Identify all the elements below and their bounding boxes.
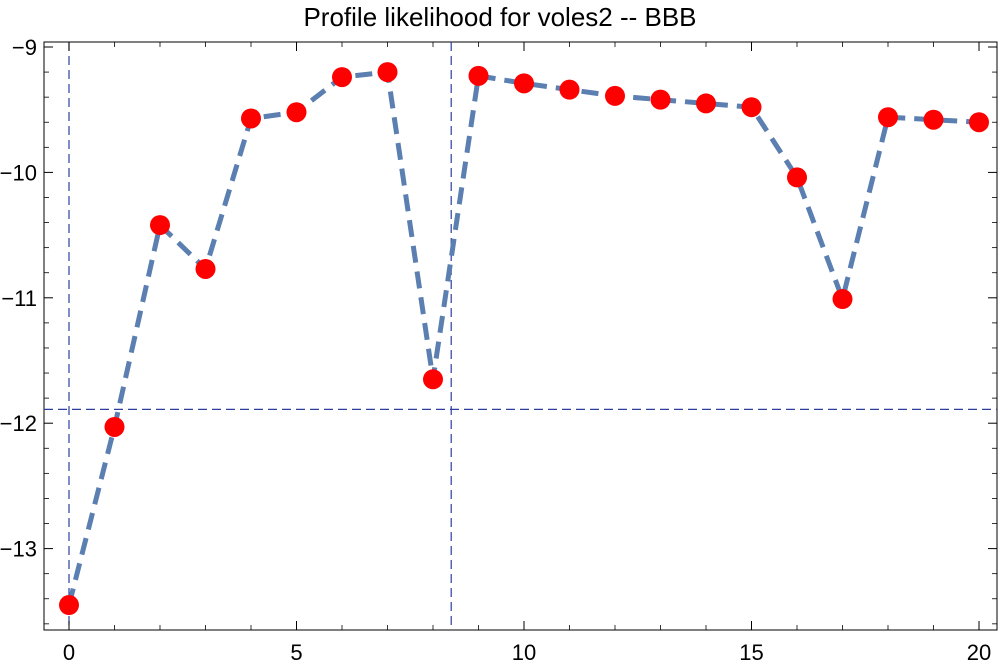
chart-title: Profile likelihood for voles2 -- BBB [303,2,697,32]
data-point [286,102,307,123]
x-tick-label: 15 [739,640,763,665]
data-point [514,73,534,94]
y-tick-label: −10 [0,160,37,185]
y-tick-label: −13 [0,537,37,562]
y-tick-label: −12 [0,411,37,436]
data-point [332,67,352,88]
data-point [559,79,580,100]
data-point [878,107,898,128]
x-tick-label: 5 [290,640,302,665]
data-point [468,65,489,86]
data-point [59,595,79,616]
data-point [832,289,853,310]
y-tick-label: −9 [12,35,37,60]
data-point [650,89,671,110]
data-point [150,215,170,236]
data-point [423,369,443,390]
data-point [605,85,625,106]
data-point [923,109,944,130]
data-point [195,258,216,279]
x-tick-label: 0 [63,640,75,665]
plot-frame [43,41,998,631]
x-tick-label: 20 [967,640,991,665]
series-line [66,69,980,606]
data-point [241,108,261,129]
data-point [969,112,989,133]
data-point [104,416,125,437]
data-point [696,93,716,114]
data-point [377,62,398,83]
y-tick-label: −11 [1,286,37,311]
data-point [787,167,807,188]
data-point [741,97,762,118]
x-tick-label: 10 [512,640,536,665]
